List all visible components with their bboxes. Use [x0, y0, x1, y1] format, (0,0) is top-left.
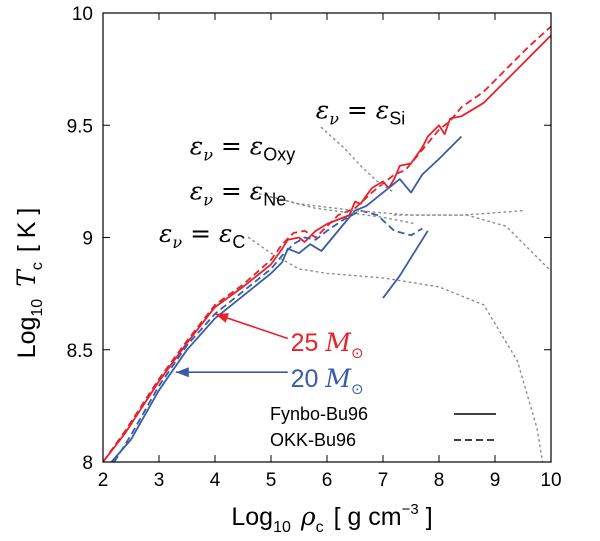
- legend-label-1: OKK-Bu96: [270, 430, 356, 450]
- x-tick-label: 4: [210, 470, 221, 491]
- x-axis-label-close: ]: [419, 503, 433, 531]
- x-axis-label-symbol-sub: c: [316, 519, 324, 536]
- series-line-8: [253, 191, 552, 272]
- mass-label-1: 20 M⊙: [291, 364, 364, 398]
- arrow-head-0: [215, 313, 229, 323]
- x-axis-label: Log10 ρc [ g cm−3 ]: [231, 501, 432, 536]
- annotation-c: εν = εC: [159, 219, 245, 252]
- y-axis-label: Log10 Tc [ K ]: [12, 208, 46, 359]
- arrow-layer: [175, 313, 289, 378]
- x-axis-label-exp: −3: [402, 501, 419, 518]
- label-layer: εν = εSi εν = εOxy εν = εNe εν = εC 25 M⊙20 …: [159, 96, 405, 398]
- annotation-oxy: εν = εOxy: [190, 131, 295, 164]
- tick-layer: 2 3 4 5 6 7 8 9 10 8 8.5 9 9.5 10: [67, 4, 562, 491]
- x-axis-label-prefix: Log: [231, 503, 273, 531]
- legend-label-0: Fynbo-Bu96: [270, 404, 368, 424]
- annotation-si: εν = εSi: [316, 96, 405, 129]
- x-tick-label: 8: [434, 470, 445, 491]
- series-line-4: [382, 230, 429, 299]
- x-tick-label: 3: [154, 470, 165, 491]
- x-axis-label-symbol: ρ: [300, 502, 316, 531]
- y-tick-label: 9: [82, 229, 93, 250]
- y-tick-label: 10: [72, 4, 93, 25]
- series-line-7: [247, 236, 544, 463]
- y-tick-label: 8: [82, 453, 93, 474]
- x-axis-label-units: [ g cm: [334, 503, 402, 531]
- series-line-1: [102, 25, 552, 463]
- x-tick-label: 5: [266, 470, 277, 491]
- x-tick-label: 7: [378, 470, 389, 491]
- annotation-ne: εν = εNe: [190, 176, 286, 209]
- x-axis-label-sub: 10: [273, 519, 291, 536]
- y-axis-label-prefix: Log: [13, 317, 41, 359]
- x-tick-label: 9: [490, 470, 501, 491]
- legend: Fynbo-Bu96 OKK-Bu96: [270, 404, 496, 450]
- y-axis-label-units: [ K ]: [13, 208, 41, 252]
- series-line-3: [113, 209, 423, 463]
- y-tick-label: 9.5: [67, 116, 93, 137]
- mass-label-0: 25 M⊙: [291, 328, 364, 362]
- y-axis-label-sub: 10: [29, 299, 46, 317]
- y-axis-label-symbol-sub: c: [29, 262, 46, 270]
- series-line-0: [102, 34, 552, 463]
- x-tick-label: 6: [322, 470, 333, 491]
- series-line-2: [110, 135, 463, 463]
- x-tick-label: 10: [540, 470, 561, 491]
- arrow-head-1: [175, 367, 189, 378]
- series-layer: [102, 25, 552, 463]
- x-tick-label: 2: [98, 470, 109, 491]
- y-tick-label: 8.5: [67, 341, 93, 362]
- series-line-5: [320, 126, 395, 194]
- y-axis-label-symbol: T: [12, 268, 41, 287]
- series-line-9: [393, 209, 524, 216]
